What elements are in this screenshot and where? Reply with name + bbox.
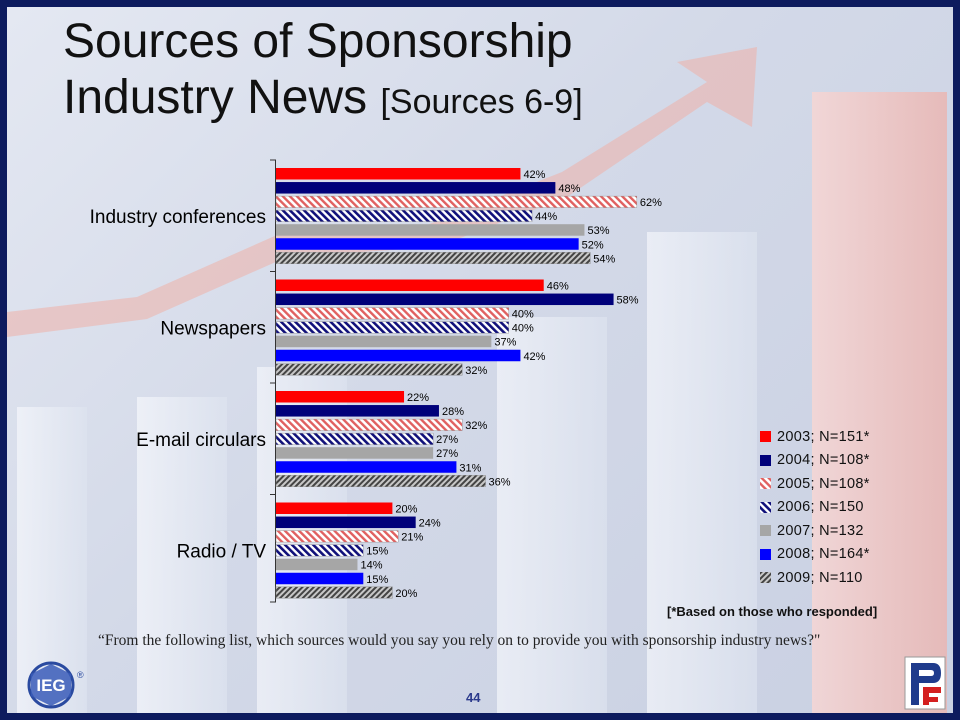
legend-label: 2009; N=110 [777, 569, 863, 586]
slide-title: Sources of Sponsorship Industry News [So… [63, 14, 583, 130]
bar [275, 432, 434, 445]
bar [276, 572, 364, 585]
bar [276, 293, 614, 306]
legend-swatch [760, 501, 771, 513]
bar [275, 586, 393, 599]
bar [275, 252, 591, 265]
bar [276, 391, 405, 403]
data-label: 20% [395, 588, 417, 600]
category-label: Newspapers [160, 318, 266, 339]
bar [275, 307, 510, 320]
chart-axis [270, 159, 276, 603]
legend-label: 2003; N=151* [777, 428, 870, 445]
legend-swatch [760, 548, 771, 560]
ieg-logo-text: IEG [36, 676, 65, 695]
data-label: 42% [523, 169, 545, 181]
survey-question: “From the following list, which sources … [98, 632, 821, 649]
legend-item: 2005; N=108* [760, 472, 945, 496]
category-label: E-mail circulars [136, 430, 266, 451]
data-label: 32% [465, 365, 487, 377]
legend-label: 2007; N=132 [777, 522, 864, 539]
bar [275, 195, 638, 208]
legend-item: 2009; N=110 [760, 566, 945, 590]
legend-swatch [760, 431, 771, 443]
footnote: [*Based on those who responded] [667, 604, 878, 619]
title-bracket: [Sources 6-9] [380, 83, 583, 121]
bar [275, 209, 533, 222]
data-label: 27% [436, 434, 458, 446]
category-label: Radio / TV [177, 541, 267, 562]
bar [275, 530, 399, 543]
bar [276, 335, 492, 348]
data-label: 24% [419, 518, 441, 530]
chart-bars [275, 168, 638, 599]
category-label: Industry conferences [90, 207, 266, 228]
title-line-2: Industry News [63, 71, 368, 124]
data-label: 52% [582, 239, 604, 251]
legend-swatch [760, 478, 771, 490]
data-label: 15% [366, 574, 388, 586]
bar [276, 502, 393, 514]
legend-item: 2006; N=150 [760, 496, 945, 520]
bar [276, 238, 579, 250]
legend-swatch [760, 454, 771, 466]
legend-label: 2005; N=108* [777, 475, 870, 492]
legend-item: 2003; N=151* [760, 425, 945, 449]
data-label: 37% [494, 337, 516, 349]
ieg-logo-mark: ® [77, 670, 84, 680]
data-label: 28% [442, 406, 464, 418]
bar [276, 405, 439, 417]
legend-swatch [760, 525, 771, 537]
data-label: 54% [593, 253, 615, 265]
bar [276, 168, 521, 180]
bar [275, 363, 463, 376]
bar [275, 418, 463, 431]
data-label: 22% [407, 392, 429, 404]
data-label: 36% [489, 476, 511, 488]
title-line-1: Sources of Sponsorship [63, 15, 573, 68]
data-label: 48% [558, 183, 580, 195]
pf-logo [904, 656, 946, 710]
legend-item: 2004; N=108* [760, 449, 945, 473]
ieg-logo: IEG ® [27, 661, 84, 709]
bar [276, 279, 544, 291]
legend-label: 2008; N=164* [777, 546, 870, 563]
data-label: 21% [401, 532, 423, 544]
bar [276, 349, 521, 362]
page-number: 44 [466, 690, 481, 705]
data-label: 32% [465, 420, 487, 432]
bar [276, 224, 585, 236]
data-label: 58% [617, 295, 639, 307]
legend-item: 2007; N=132 [760, 519, 945, 543]
legend-item: 2008; N=164* [760, 543, 945, 567]
data-label: 40% [512, 309, 534, 321]
data-label: 44% [535, 211, 557, 223]
bar [275, 321, 510, 334]
data-label: 27% [436, 448, 458, 460]
data-label: 31% [459, 462, 481, 474]
data-label: 15% [366, 546, 388, 558]
data-label: 46% [547, 281, 569, 293]
legend-swatch [760, 572, 771, 584]
data-label: 62% [640, 197, 662, 209]
bar [275, 475, 486, 487]
legend-label: 2006; N=150 [777, 499, 864, 516]
bar [276, 558, 358, 571]
legend-label: 2004; N=108* [777, 452, 870, 469]
chart-legend: 2003; N=151* 2004; N=108* 2005; N=108* 2006… [760, 425, 945, 590]
data-label: 42% [523, 351, 545, 363]
data-label: 20% [395, 504, 417, 516]
bar [276, 516, 416, 529]
data-label: 14% [360, 560, 382, 572]
bar [276, 461, 457, 473]
data-label: 53% [587, 225, 609, 237]
chart-labels: Industry conferences 42% 48% 62% 44% 53% 52% 54… [90, 169, 662, 600]
data-label: 40% [512, 323, 534, 335]
bar [275, 544, 364, 557]
bar [276, 182, 556, 194]
bar [276, 447, 434, 459]
